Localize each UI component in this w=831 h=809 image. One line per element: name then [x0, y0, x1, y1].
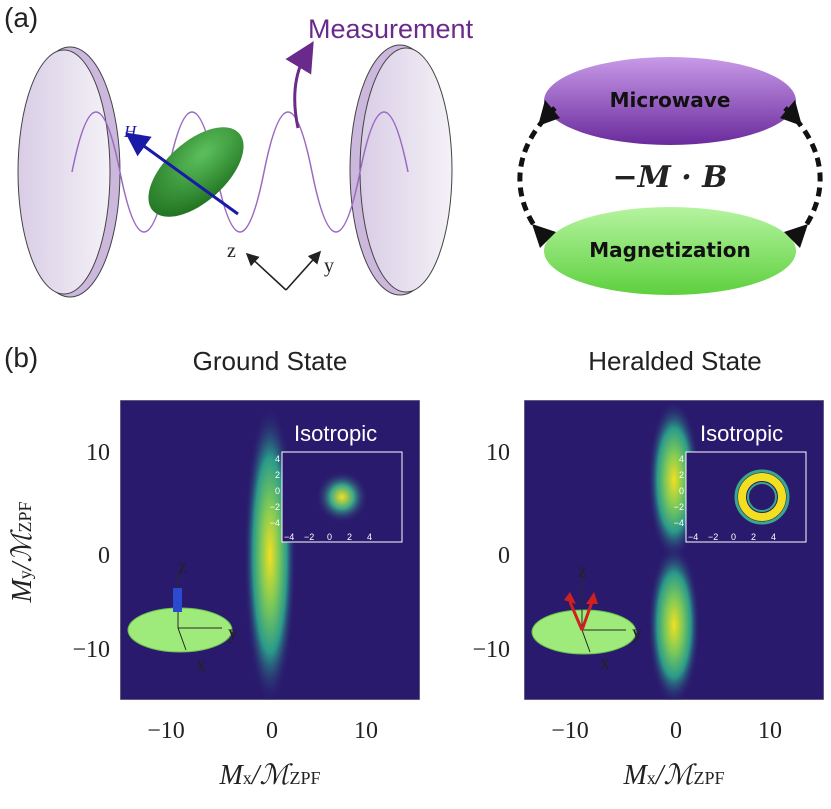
coordinate-axes [245, 250, 322, 291]
heralded-sphere [531, 572, 637, 655]
field-arrow [125, 132, 239, 216]
axis-y-label: y [324, 255, 334, 277]
microwave-label: Microwave [609, 88, 731, 112]
right-y-tick: −10 [472, 637, 510, 663]
right-y-tick: 10 [486, 440, 510, 466]
right-inset-ytick: 2 [678, 470, 684, 480]
measurement-label: Measurement [308, 14, 474, 44]
left-inset-xtick: 2 [347, 532, 353, 542]
left-inset-xtick: −4 [284, 532, 295, 542]
magnet-ellipsoid [148, 127, 244, 217]
right-inset-ytick: −4 [673, 518, 684, 528]
right-sphere-z: z [578, 560, 587, 582]
coupling-arrowheads [532, 100, 808, 248]
left-sphere-x: x [196, 654, 206, 676]
left-sphere-y: y [228, 622, 238, 644]
right-x-tick: 0 [670, 718, 682, 744]
left-inset-ytick: 4 [274, 454, 280, 464]
left-inset-ytick: 2 [274, 470, 280, 480]
right-inset-ytick: 4 [678, 454, 684, 464]
right-sphere-x: x [600, 652, 610, 674]
ground-lobe [244, 405, 296, 700]
ground-inset [281, 451, 403, 543]
right-inset-ytick: −2 [673, 502, 684, 512]
left-y-tick: 0 [98, 543, 110, 569]
left-sphere-z: z [178, 556, 187, 578]
axis-z-label: z [227, 240, 236, 262]
left-y-tick: −10 [72, 637, 110, 663]
microwave-bubble [544, 57, 796, 145]
left-inset-xtick: 0 [327, 532, 333, 542]
right-x-tick: −10 [551, 718, 589, 744]
ground-sphere [127, 572, 233, 653]
right-sphere-y: y [632, 622, 642, 644]
right-mirror [349, 44, 453, 296]
right-plot-title: Heralded State [588, 346, 762, 376]
left-mirror [17, 46, 121, 298]
magnetization-label: Magnetization [589, 238, 751, 262]
right-inset-xtick: −2 [708, 532, 719, 542]
right-inset-xtick: 0 [731, 532, 737, 542]
right-inset-ytick: 0 [678, 486, 684, 496]
field-label: H0 [124, 122, 142, 145]
left-plot-title: Ground State [192, 346, 348, 376]
right-inset-xtick: −4 [688, 532, 699, 542]
left-y-tick: 10 [86, 440, 110, 466]
ground-state-heatmap [120, 400, 420, 700]
left-x-tick: 10 [354, 718, 378, 744]
standing-wave [71, 111, 409, 233]
cavity-diagram [17, 41, 823, 298]
heralded-inset [685, 451, 807, 543]
left-inset-ytick: −4 [269, 518, 280, 528]
heralded-state-heatmap [524, 400, 824, 700]
left-inset-xtick: −2 [304, 532, 315, 542]
heralded-lower-lobe [648, 545, 700, 700]
right-x-axis-label: Mx/ℳZPF [623, 760, 725, 791]
right-y-tick: 0 [498, 543, 510, 569]
left-x-tick: −10 [147, 718, 185, 744]
left-inset-ytick: 0 [274, 486, 280, 496]
coupling-equation: −M · B [612, 160, 728, 195]
right-inset-xtick: 2 [751, 532, 757, 542]
right-inset-title: Isotropic [700, 421, 784, 446]
panel-a-label: (a) [4, 2, 39, 33]
right-x-tick: 10 [758, 718, 782, 744]
magnetization-bubble [544, 207, 796, 295]
left-inset-ytick: −2 [269, 502, 280, 512]
measurement-arrow [285, 41, 314, 129]
left-x-tick: 0 [266, 718, 278, 744]
left-inset-xtick: 4 [367, 532, 373, 542]
left-inset-title: Isotropic [294, 421, 378, 446]
left-x-axis-label: Mx/ℳZPF [219, 760, 321, 791]
y-axis-label: My/ℳZPF [7, 501, 38, 603]
right-inset-xtick: 4 [771, 532, 777, 542]
panel-b-label: (b) [4, 342, 39, 373]
